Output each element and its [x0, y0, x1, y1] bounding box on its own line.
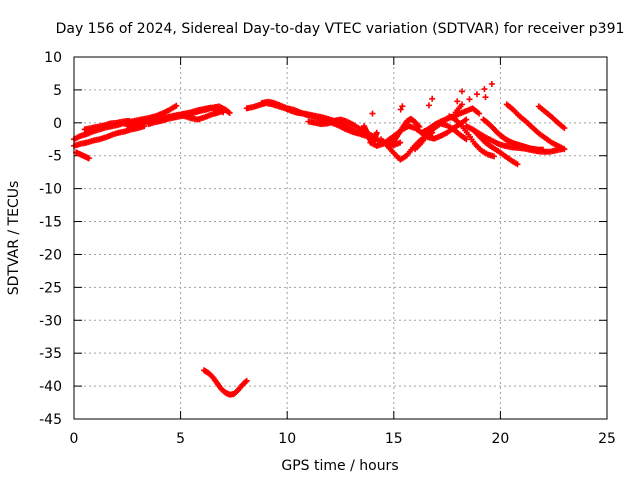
- data-point: [514, 161, 521, 168]
- chart-title: Day 156 of 2024, Sidereal Day-to-day VTE…: [56, 21, 625, 37]
- data-point: [466, 96, 473, 103]
- x-tick-label: 20: [491, 431, 509, 447]
- data-point: [373, 129, 380, 136]
- series-arc-4: [81, 117, 133, 133]
- x-tick-label: 25: [598, 431, 616, 447]
- data-point: [459, 101, 466, 108]
- x-tick-label: 5: [176, 431, 185, 447]
- series-arc-17: [412, 120, 470, 153]
- x-axis-label: GPS time / hours: [281, 458, 398, 474]
- series-arc-21: [480, 116, 547, 153]
- data-point: [482, 94, 489, 101]
- series-arc-22: [503, 101, 568, 153]
- series-arc-15: [390, 115, 423, 145]
- data-point: [476, 110, 483, 117]
- data-point: [463, 116, 470, 123]
- plot-frame: [73, 56, 608, 420]
- tick-labels: 10 5 0 -5 -10 -15 -20 -25 -30 -35 -40 -45 0 5 10 15 20 25: [39, 50, 616, 447]
- data-point: [459, 88, 466, 95]
- y-tick-label: -25: [39, 280, 62, 296]
- series-arc-11: [305, 116, 376, 139]
- data-point: [481, 86, 488, 93]
- data-point: [226, 109, 233, 116]
- data-point: [540, 146, 547, 153]
- data-point: [561, 146, 568, 153]
- series-arc-23: [535, 103, 568, 132]
- y-tick-label: -35: [39, 346, 62, 362]
- data-point: [397, 139, 404, 146]
- x-tick-label: 15: [385, 431, 403, 447]
- data-point: [416, 123, 423, 130]
- grid: [74, 57, 607, 419]
- data-point: [225, 109, 232, 116]
- y-tick-label: -5: [48, 149, 62, 165]
- x-tick-label: 10: [278, 431, 296, 447]
- data-point: [454, 98, 461, 105]
- data-point: [85, 155, 92, 162]
- data-point: [243, 377, 250, 384]
- data-point: [415, 122, 422, 129]
- data-point: [473, 91, 480, 98]
- y-tick-label: 5: [53, 83, 62, 99]
- data-point: [488, 80, 495, 87]
- series-arc-2: [71, 123, 148, 149]
- x-tick-label: 0: [70, 431, 79, 447]
- data-point: [369, 110, 376, 117]
- data-point: [242, 378, 249, 385]
- data-point: [399, 103, 406, 110]
- y-tick-label: -40: [39, 379, 62, 395]
- y-tick-label: -10: [39, 182, 62, 198]
- data-point: [425, 102, 432, 109]
- data-points: [71, 80, 568, 398]
- y-tick-label: 0: [53, 116, 62, 132]
- data-point: [220, 107, 227, 114]
- series-arc-24: [369, 80, 495, 117]
- y-tick-label: -30: [39, 313, 62, 329]
- series-arc-3: [73, 149, 92, 162]
- data-point: [429, 95, 436, 102]
- series-arc-12: [360, 123, 380, 146]
- series-arc-7: [156, 107, 227, 123]
- series-arc-20: [469, 126, 521, 168]
- y-tick-label: -45: [39, 412, 62, 428]
- y-tick-label: -15: [39, 215, 62, 231]
- y-axis-label: SDTVAR / TECUs: [6, 181, 22, 296]
- data-point: [397, 106, 404, 113]
- data-point: [561, 125, 568, 132]
- data-point: [491, 153, 498, 160]
- series-arc-10: [258, 98, 361, 137]
- y-tick-label: 10: [44, 50, 62, 66]
- data-point: [463, 136, 470, 143]
- data-point: [354, 130, 361, 137]
- series-arc-8: [201, 367, 250, 398]
- y-tick-label: -20: [39, 247, 62, 263]
- data-point: [173, 102, 180, 109]
